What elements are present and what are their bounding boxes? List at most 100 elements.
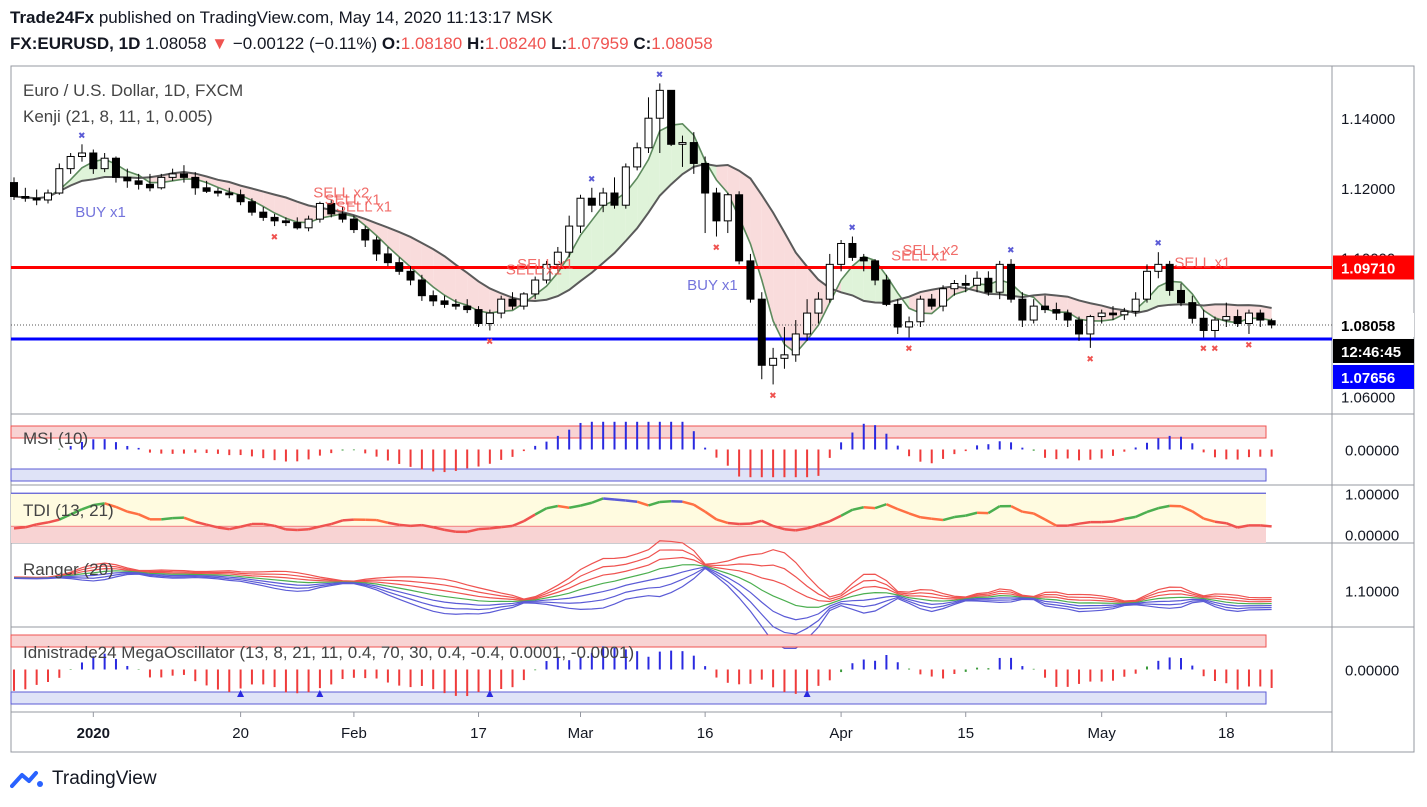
candle[interactable] [168,173,177,178]
candle[interactable] [1199,317,1208,331]
candle[interactable] [145,183,154,189]
candle[interactable] [293,222,302,229]
candle[interactable] [1143,270,1151,300]
candle[interactable] [519,293,528,307]
candle[interactable] [100,157,109,170]
candle[interactable] [383,253,392,264]
candle[interactable] [689,142,698,164]
candle[interactable] [236,194,245,203]
candle[interactable] [667,89,676,145]
candle[interactable] [882,279,891,305]
candle[interactable] [372,239,381,255]
candle[interactable] [746,260,755,300]
candle[interactable] [576,197,585,227]
candle[interactable] [395,262,404,272]
candle[interactable] [1063,312,1072,321]
candle[interactable] [349,218,358,231]
candle[interactable] [10,182,18,198]
candle[interactable] [1029,305,1038,321]
candle[interactable] [1210,319,1219,331]
candle[interactable] [1267,320,1276,326]
candle[interactable] [825,263,834,300]
candle[interactable] [961,283,970,286]
candle[interactable] [338,213,347,220]
candle[interactable] [463,305,472,311]
candle[interactable] [1154,263,1163,272]
candle[interactable] [1188,302,1197,319]
candle[interactable] [1120,310,1129,316]
candle[interactable] [21,196,30,199]
candle[interactable] [553,251,562,265]
candle[interactable] [587,197,596,206]
candle[interactable] [950,283,959,290]
candle[interactable] [315,202,324,220]
candle[interactable] [995,263,1004,293]
candle[interactable] [55,168,64,194]
candle[interactable] [281,220,290,224]
candle[interactable] [1007,263,1016,300]
candle[interactable] [213,190,222,194]
candle[interactable] [871,260,880,281]
candle[interactable] [837,242,846,265]
candle[interactable] [179,173,188,178]
publisher-name[interactable]: Trade24Fx [10,8,95,27]
candle[interactable] [610,192,619,206]
candle[interactable] [451,303,460,307]
candle[interactable] [1041,305,1050,311]
candle[interactable] [89,152,98,170]
candle[interactable] [1052,309,1061,314]
candle[interactable] [633,147,642,168]
candle[interactable] [485,312,494,325]
candle[interactable] [32,197,41,201]
candle[interactable] [1086,316,1095,335]
candle[interactable] [1256,312,1265,321]
candle[interactable] [769,357,778,366]
candle[interactable] [111,157,120,178]
candle[interactable] [644,117,653,149]
candle[interactable] [123,176,132,182]
candle[interactable] [1018,298,1027,321]
candle[interactable] [757,298,766,366]
footer-brand[interactable]: TradingView [10,768,157,790]
candle[interactable] [735,194,744,262]
candle[interactable] [803,312,812,335]
candle[interactable] [497,298,506,314]
candle[interactable] [678,142,687,145]
candle[interactable] [225,192,234,196]
candle[interactable] [905,321,914,328]
candle[interactable] [247,201,256,213]
candle[interactable] [259,211,268,218]
candle[interactable] [859,256,868,262]
candle[interactable] [599,192,608,206]
candle[interactable] [531,279,540,295]
candle[interactable] [984,277,993,293]
candle[interactable] [712,192,721,222]
candle[interactable] [1244,312,1253,325]
candle[interactable] [814,298,823,314]
candle[interactable] [791,333,800,356]
candle[interactable] [723,194,732,222]
candle[interactable] [474,309,483,325]
candle[interactable] [1165,263,1174,291]
candle[interactable] [429,295,438,302]
candle[interactable] [848,242,857,258]
candle[interactable] [1109,312,1118,316]
candle[interactable] [361,229,370,241]
candle[interactable] [893,303,902,328]
candle[interactable] [508,298,517,307]
candle[interactable] [66,155,75,170]
candle[interactable] [973,277,982,286]
candle[interactable] [77,152,86,157]
candle[interactable] [565,225,574,253]
candle[interactable] [417,279,426,297]
candle[interactable] [270,216,279,222]
candle[interactable] [202,187,211,192]
candle[interactable] [406,270,415,281]
candle[interactable] [655,89,664,119]
candle[interactable] [621,166,630,206]
candle[interactable] [927,298,936,307]
candle[interactable] [43,192,52,201]
candle[interactable] [1075,319,1084,335]
candle[interactable] [191,176,200,189]
